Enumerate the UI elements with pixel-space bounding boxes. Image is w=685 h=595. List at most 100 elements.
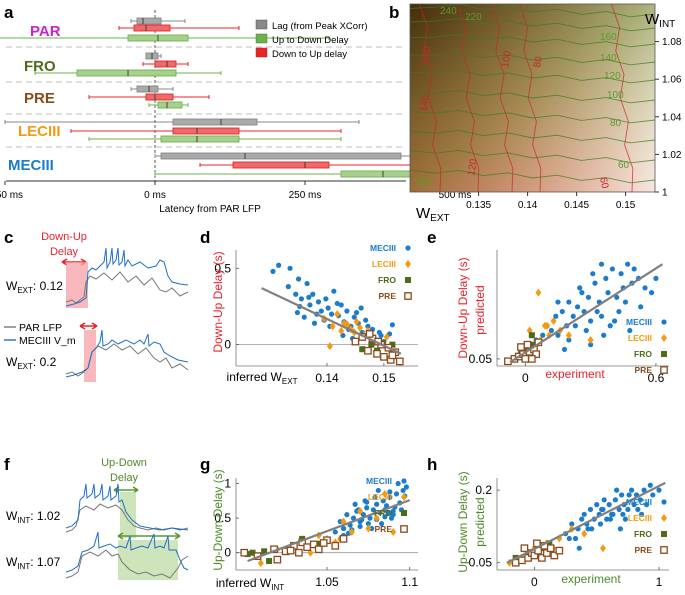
- e-point-meciii: [618, 271, 624, 277]
- d-point-meciii: [293, 291, 299, 297]
- f-trace-lfp-top: [65, 503, 189, 533]
- h-point-meciii: [617, 526, 623, 532]
- b-contour-green-100: [409, 129, 656, 144]
- d-point-pre: [380, 352, 388, 361]
- a-legend-swatch-down-to-up: [255, 47, 268, 58]
- g-legend-label-meciii: MECIII: [366, 476, 392, 486]
- e-point-meciii: [616, 308, 622, 315]
- g-point-pre: [314, 545, 323, 554]
- a-legend-label-down-to-up: Down to Up delay: [272, 49, 347, 60]
- g-point-meciii: [365, 521, 371, 527]
- d-point-meciii: [298, 296, 305, 302]
- g-legend-label-fro: FRO: [374, 508, 392, 518]
- d-legend-marker-leciii: [405, 260, 411, 268]
- b-x-tick-label: 0.15: [616, 200, 636, 211]
- f-trace-vm-top: [65, 483, 189, 531]
- b-x-axis-label: WEXT: [416, 205, 450, 224]
- e-point-meciii: [559, 308, 565, 315]
- h-point-meciii: [650, 492, 656, 498]
- g-x-tick-label: 1.05: [315, 575, 339, 589]
- h-point-meciii: [601, 497, 607, 503]
- g-legend-marker-leciii: [401, 493, 407, 501]
- h-point-meciii: [647, 482, 653, 488]
- e-point-meciii: [648, 290, 655, 296]
- g-point-leciii: [257, 559, 264, 568]
- d-legend-label-fro: FRO: [378, 275, 396, 285]
- h-point-meciii: [597, 521, 604, 527]
- d-point-meciii: [328, 311, 335, 317]
- d-legend-label-leciii: LECIII: [372, 259, 396, 269]
- h-point-meciii: [622, 516, 628, 522]
- d-point-leciii: [326, 342, 333, 351]
- e-point-leciii: [550, 317, 557, 326]
- e-point-leciii: [587, 335, 594, 344]
- g-legend-marker-meciii: [401, 478, 407, 484]
- d-fit-line: [261, 287, 402, 355]
- h-point-meciii: [589, 526, 595, 532]
- b-y-tick-label: 1.04: [662, 112, 682, 123]
- e-point-meciii: [605, 290, 611, 296]
- h-point-meciii: [566, 535, 572, 542]
- e-point-meciii: [592, 280, 598, 286]
- h-point-meciii: [637, 497, 643, 503]
- g-y-tick-label: 1: [224, 477, 231, 491]
- h-point-meciii: [581, 511, 587, 517]
- e-legend-label-meciii: MECIII: [626, 317, 652, 327]
- g-point-meciii: [367, 515, 373, 521]
- h-point-meciii: [569, 521, 575, 527]
- d-point-leciii: [334, 310, 341, 319]
- a-box-meciii-down-to-up: [232, 161, 330, 169]
- g-point-meciii: [375, 487, 381, 494]
- d-x-axis-label: inferred WEXT: [227, 370, 298, 386]
- c-condition-label-bottom: WEXT: 0.2: [6, 355, 57, 371]
- h-point-meciii: [606, 502, 612, 508]
- e-legend-marker-pre: [660, 366, 668, 374]
- h-point-meciii: [610, 511, 616, 517]
- e-point-meciii: [561, 346, 568, 353]
- f-delay-title-line-2: Delay: [110, 472, 139, 484]
- a-legend-label-lag: Lag (from Peak XCorr): [272, 21, 368, 32]
- a-x-tick-label: -250 ms: [0, 190, 23, 201]
- g-point-fro: [266, 558, 273, 565]
- d-x-tick-label: 0.14: [315, 371, 339, 385]
- e-point-meciii: [548, 327, 555, 334]
- e-point-meciii: [588, 342, 594, 348]
- e-point-pre: [527, 355, 536, 363]
- h-legend-label-leciii: LECIII: [628, 513, 652, 523]
- e-point-meciii: [611, 318, 618, 324]
- e-point-meciii: [555, 299, 561, 305]
- g-point-meciii: [364, 499, 370, 505]
- e-point-meciii: [609, 266, 615, 272]
- d-point-meciii: [363, 317, 369, 323]
- g-legend-marker-pre: [400, 525, 408, 533]
- h-fit-line: [506, 481, 666, 564]
- e-point-meciii: [566, 337, 572, 343]
- h-point-meciii: [579, 516, 585, 522]
- d-x-tick-label: 0.15: [372, 371, 396, 385]
- d-point-meciii: [323, 296, 329, 302]
- a-box-pre-down-to-up: [145, 93, 174, 101]
- f-trace-lfp-bottom: [65, 549, 189, 579]
- e-point-meciii: [588, 318, 594, 324]
- c-trace-lfp-top: [65, 271, 189, 304]
- panel-label-e: e: [427, 228, 436, 247]
- h-point-meciii: [587, 506, 594, 513]
- a-box-pre-lag: [136, 85, 159, 93]
- c-condition-label-top: WEXT: 0.12: [6, 279, 63, 295]
- h-point-meciii: [599, 506, 605, 513]
- d-point-meciii: [270, 268, 276, 274]
- e-point-fro: [522, 346, 529, 353]
- d-point-meciii: [338, 302, 344, 308]
- h-legend-label-meciii: MECIII: [626, 497, 652, 507]
- e-x-tick-label: 0.6: [648, 371, 665, 385]
- e-point-pre: [517, 343, 525, 351]
- g-point-pre: [339, 535, 348, 543]
- b-contour-label-green: 100: [607, 90, 624, 101]
- e-legend-label-fro: FRO: [634, 349, 652, 359]
- b-contour-green-200: [409, 33, 656, 48]
- g-point-meciii: [383, 503, 390, 509]
- panel-label-h: h: [427, 455, 437, 474]
- e-point-fro: [528, 332, 535, 339]
